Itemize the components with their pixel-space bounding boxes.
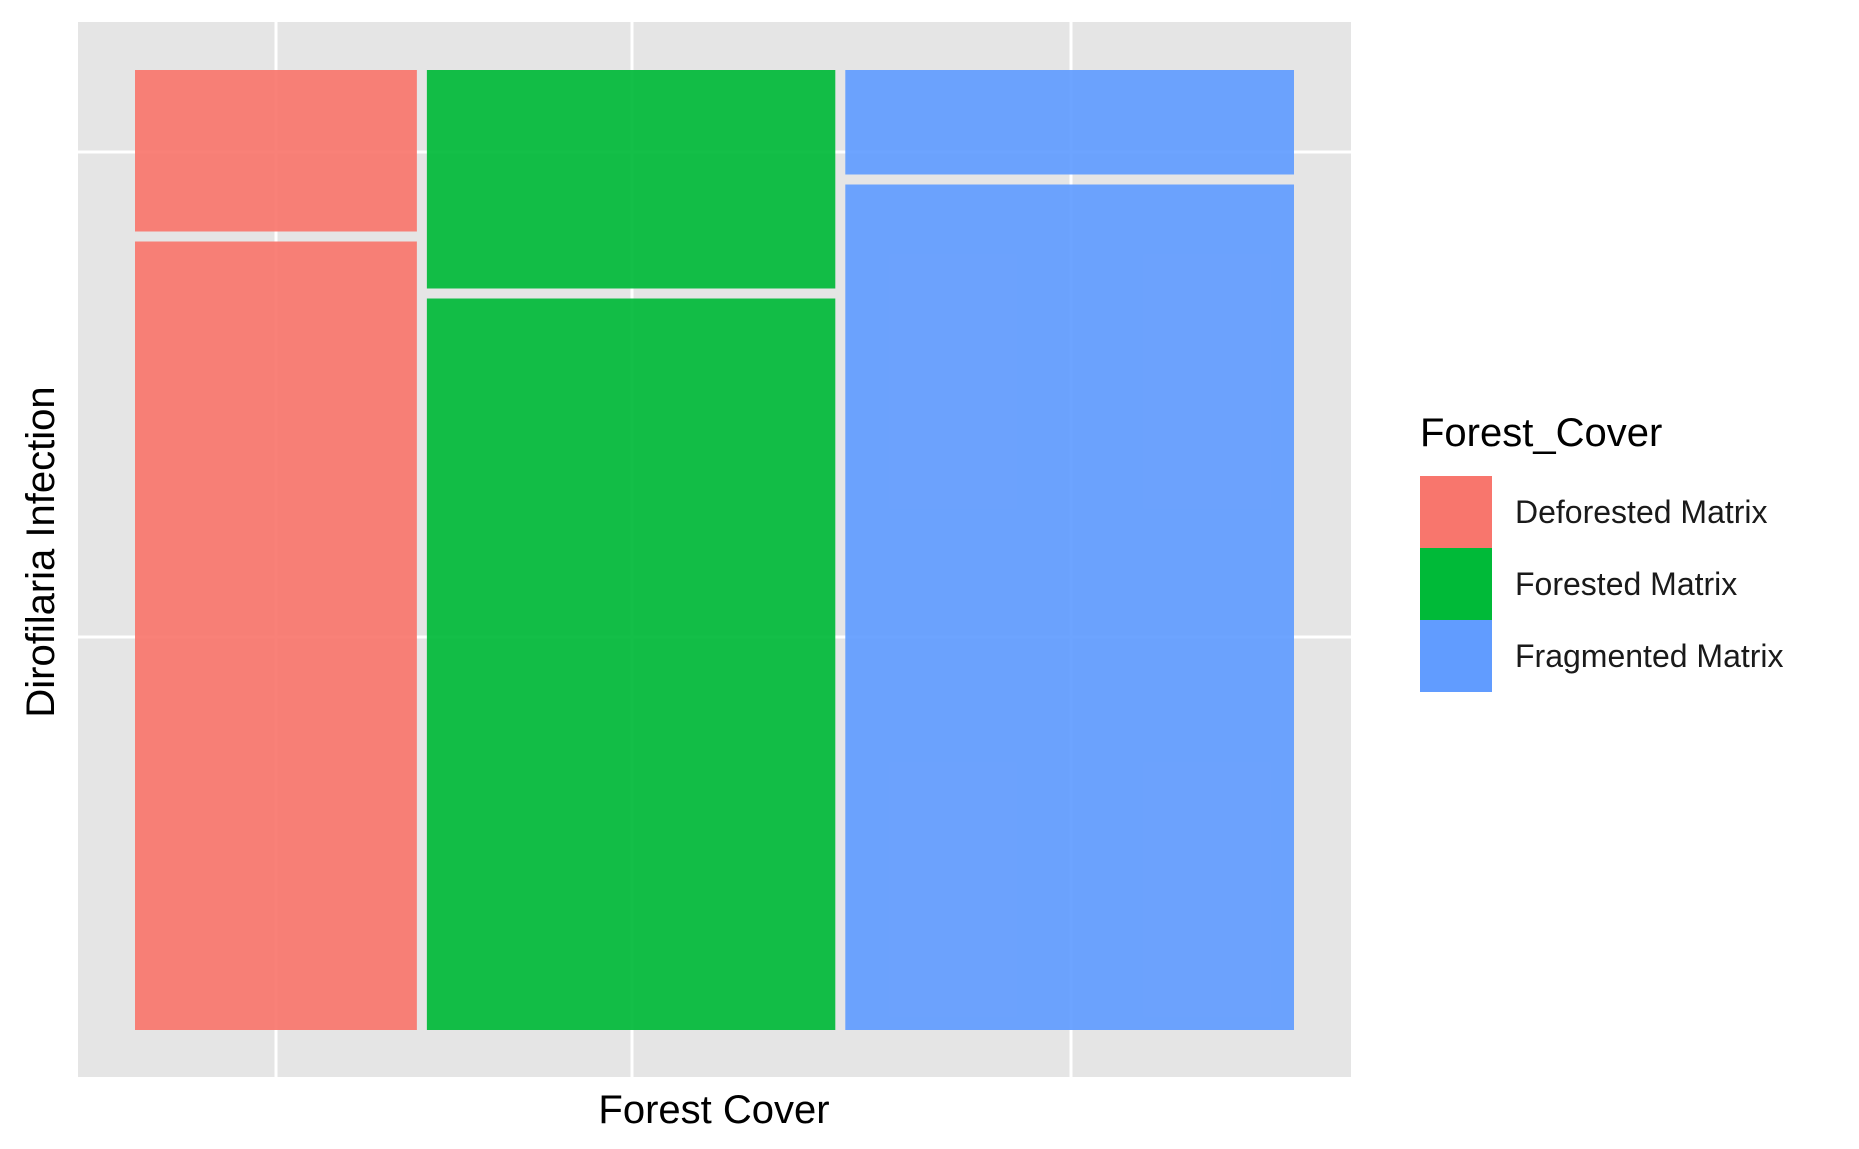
legend-label-1: Deforested Matrix bbox=[1515, 494, 1768, 530]
legend-keys: Deforested Matrix Forested Matrix Fragment… bbox=[1420, 476, 1784, 692]
legend-title: Forest_Cover bbox=[1420, 411, 1662, 455]
mosaic-tile-lower-1 bbox=[135, 241, 417, 1030]
legend-key-1 bbox=[1420, 476, 1492, 548]
legend-label-2: Forested Matrix bbox=[1515, 566, 1737, 602]
mosaic-tiles bbox=[135, 70, 1294, 1030]
legend-label-3: Fragmented Matrix bbox=[1515, 638, 1784, 674]
x-axis-title: Forest Cover bbox=[598, 1088, 829, 1132]
mosaic-tile-lower-2 bbox=[426, 298, 836, 1030]
legend-key-2 bbox=[1420, 548, 1492, 620]
y-axis-title: Dirofilaria Infection bbox=[19, 386, 63, 717]
mosaic-tile-upper-2 bbox=[426, 70, 836, 289]
mosaic-tile-lower-3 bbox=[845, 184, 1294, 1030]
mosaic-tile-upper-3 bbox=[845, 70, 1294, 175]
mosaic-tile-upper-1 bbox=[135, 70, 417, 232]
legend: Forest_Cover Deforested Matrix Forested M… bbox=[1420, 411, 1784, 692]
legend-key-3 bbox=[1420, 620, 1492, 692]
